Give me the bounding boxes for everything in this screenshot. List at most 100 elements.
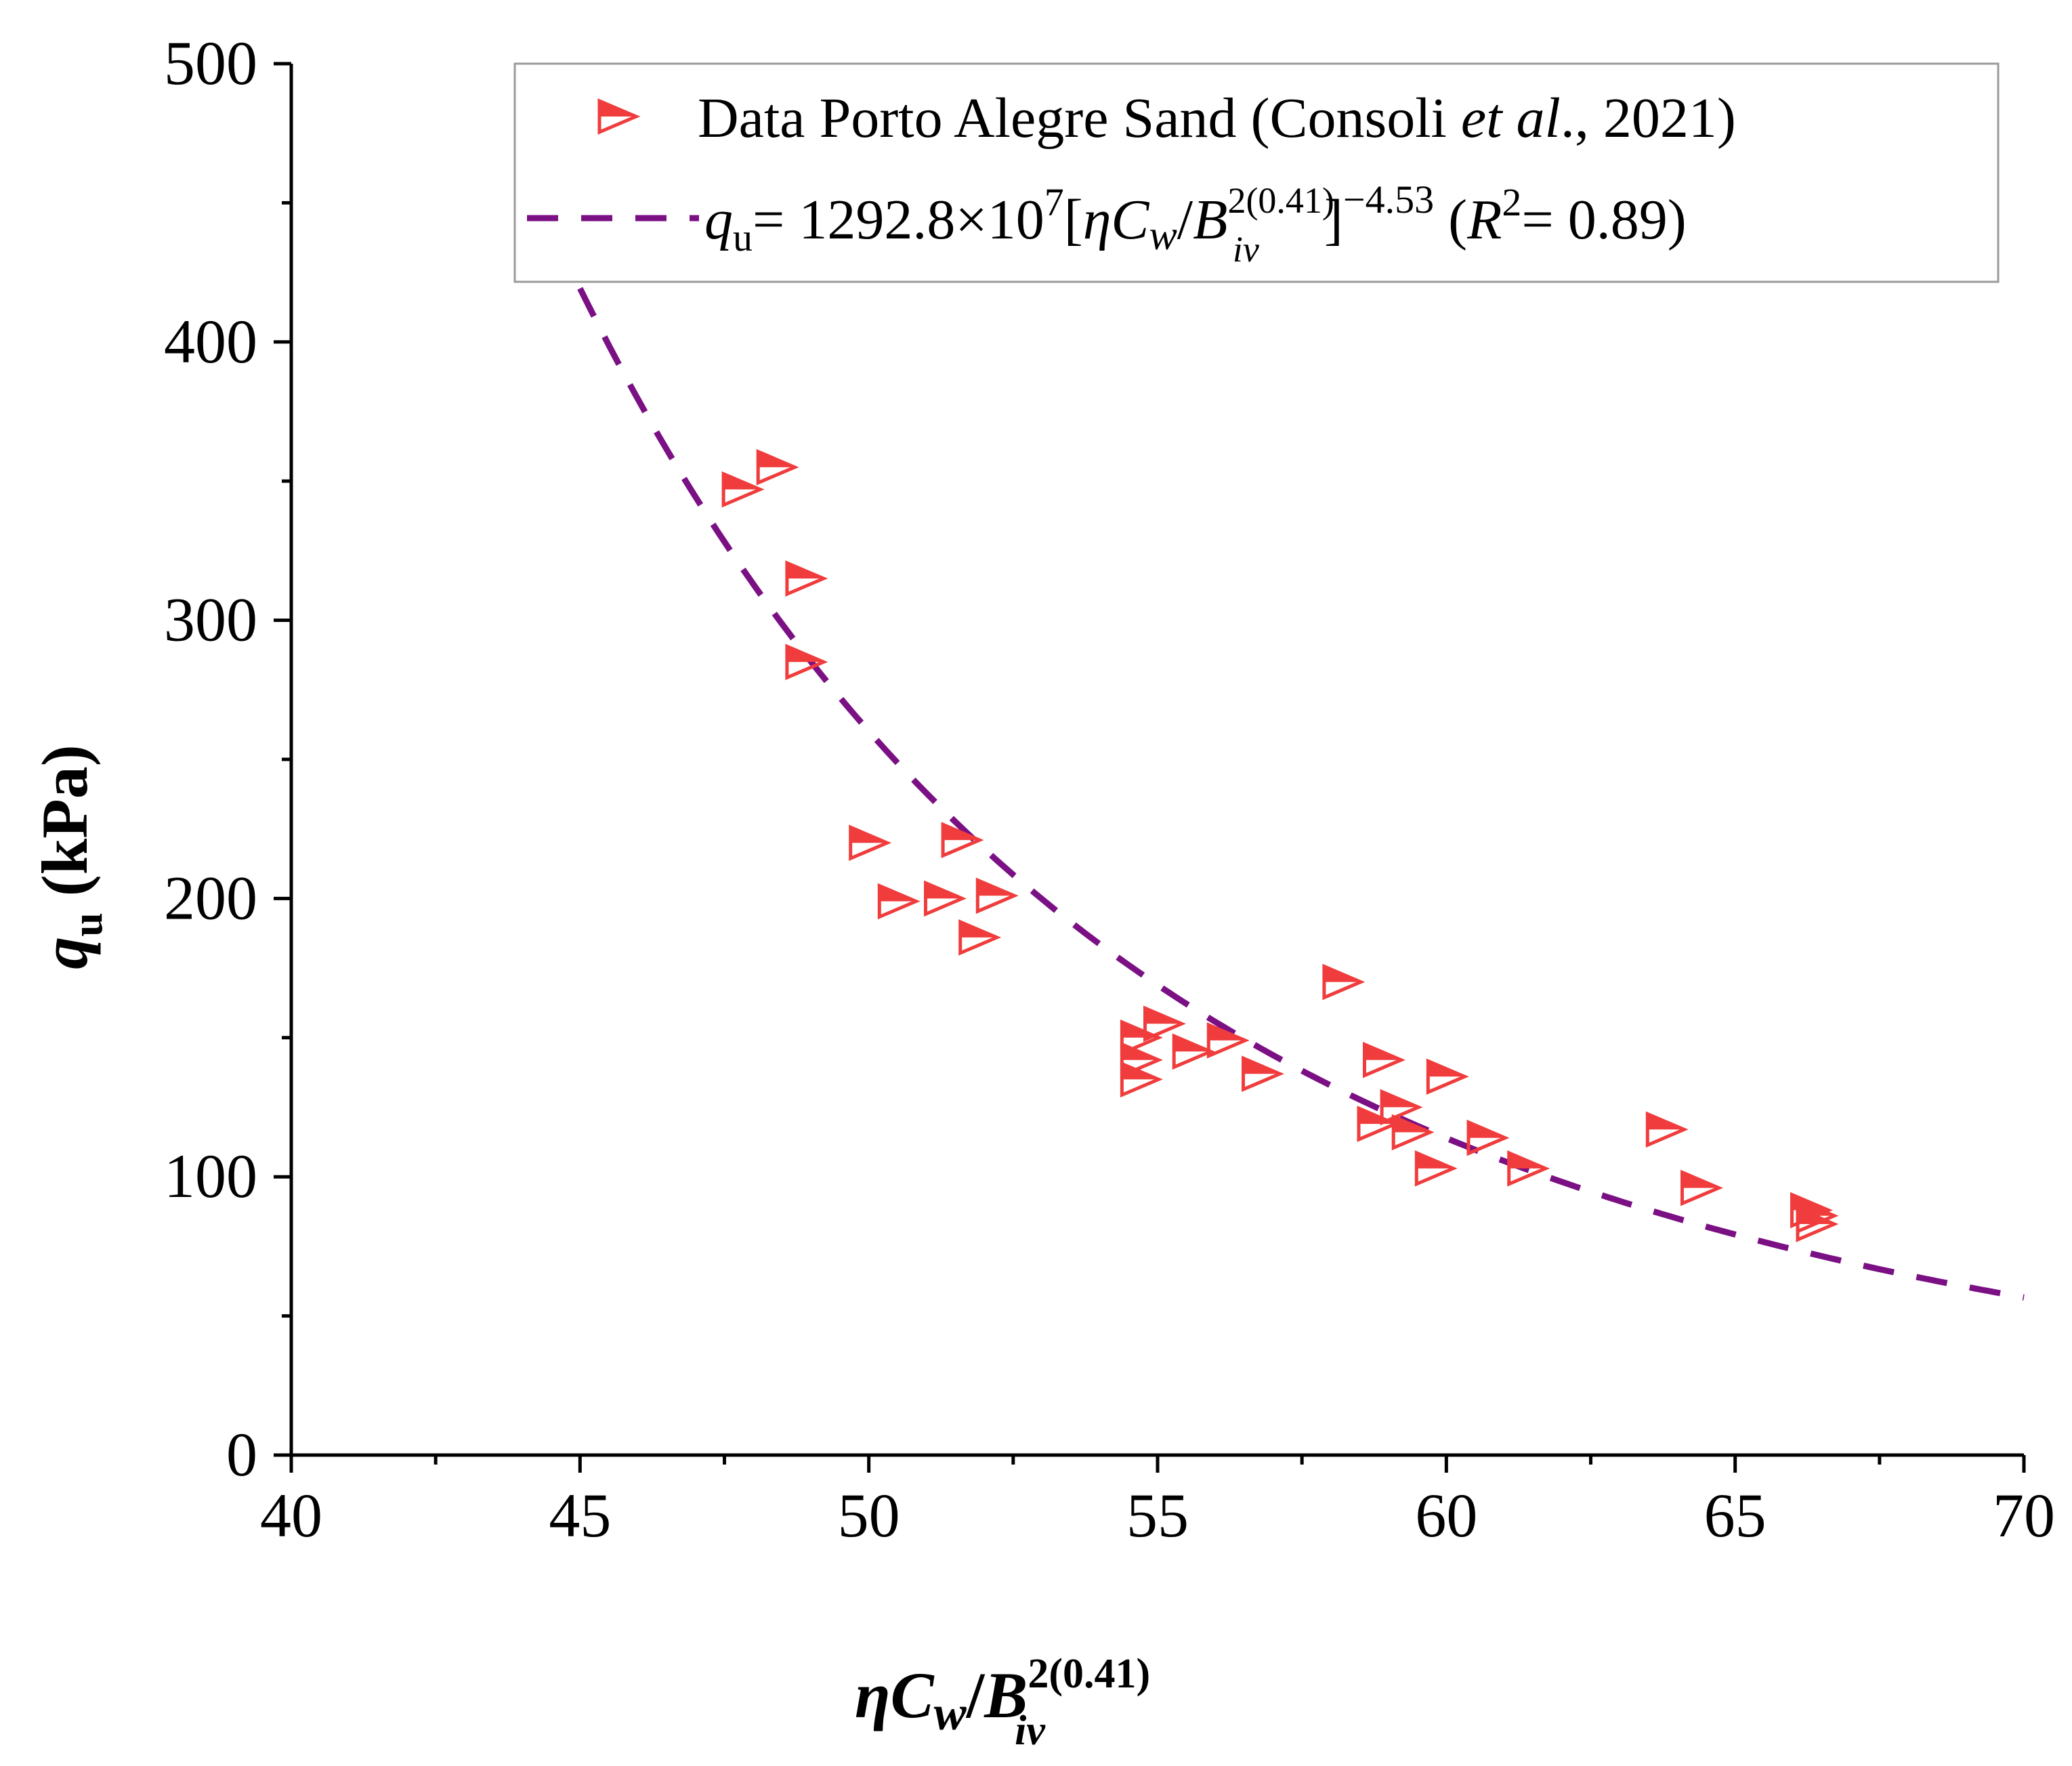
legend-fit-b-sup: 2(0.41) xyxy=(1227,180,1334,221)
legend-fit-eta: η xyxy=(1083,188,1112,251)
data-point xyxy=(1680,1169,1723,1206)
data-point xyxy=(1380,1089,1423,1126)
data-point xyxy=(1322,963,1366,1001)
fit-curve-line xyxy=(577,287,2025,1301)
legend-fit-b-sub: iv xyxy=(1233,229,1259,270)
marker-outline xyxy=(1796,1206,1839,1242)
data-point xyxy=(849,824,892,861)
marker-outline xyxy=(1143,1005,1186,1043)
legend-label-data-main: Data Porto Alegre Sand (Consoli xyxy=(698,87,1461,150)
marker-outline xyxy=(1680,1169,1723,1206)
data-point xyxy=(1414,1150,1458,1187)
legend-box xyxy=(513,62,2000,283)
y-tick-label: 100 xyxy=(164,1141,257,1211)
data-point xyxy=(1242,1055,1284,1092)
marker-outline xyxy=(958,919,1002,956)
legend-label-data-italic: et al xyxy=(1461,87,1561,150)
data-point xyxy=(1120,1019,1163,1056)
data-point xyxy=(1645,1111,1689,1148)
x-tick-label: 65 xyxy=(1704,1481,1767,1550)
legend-fit-power: −4.53 xyxy=(1343,177,1434,222)
data-point xyxy=(1143,1005,1186,1043)
legend: Data Porto Alegre Sand (Consoli et al., … xyxy=(513,62,2000,283)
data-point xyxy=(877,883,921,920)
legend-fit-r-val: = 0.89) xyxy=(1521,188,1686,251)
y-tick-label: 0 xyxy=(226,1420,257,1489)
data-point xyxy=(1507,1150,1550,1187)
data-point xyxy=(1172,1033,1215,1070)
legend-fit-close: ] xyxy=(1324,188,1343,251)
x-axis-title-eta: η xyxy=(855,1659,891,1731)
legend-label-data-tail: ., 2021) xyxy=(1561,87,1736,150)
data-point xyxy=(1120,1041,1163,1078)
data-point xyxy=(756,448,799,486)
fit-curve-group xyxy=(577,287,2025,1301)
marker-outline xyxy=(1426,1058,1469,1095)
data-point xyxy=(785,560,828,597)
marker-outline xyxy=(1414,1150,1458,1187)
legend-fit-b: B xyxy=(1193,188,1227,251)
legend-fit-slash: / xyxy=(1177,188,1193,251)
data-point xyxy=(958,919,1002,956)
data-point xyxy=(785,644,828,680)
x-axis-title-w: w xyxy=(934,1686,967,1740)
data-point xyxy=(1120,1061,1163,1098)
legend-marker-icon xyxy=(597,98,641,135)
data-point xyxy=(1206,1022,1250,1059)
legend-fit-q: q xyxy=(704,188,733,251)
marker-outline xyxy=(1322,963,1366,1001)
legend-entry-data: Data Porto Alegre Sand (Consoli et al., … xyxy=(597,87,1736,150)
marker-outline xyxy=(785,644,828,680)
x-tick-label: 40 xyxy=(260,1481,322,1550)
data-point xyxy=(1363,1041,1405,1078)
legend-fit-w: w xyxy=(1149,213,1177,259)
y-axis-title-sub: u xyxy=(63,912,111,937)
marker-outline xyxy=(1363,1041,1405,1078)
data-point xyxy=(1796,1206,1839,1242)
legend-fit-r: R xyxy=(1466,188,1502,251)
x-tick-label: 45 xyxy=(549,1481,611,1550)
marker-outline xyxy=(1120,1041,1163,1078)
marker-outline xyxy=(756,448,799,486)
marker-outline xyxy=(721,471,765,508)
x-tick-label: 70 xyxy=(1993,1481,2055,1550)
x-axis-title: ηCw/B2(0.41) iv xyxy=(855,1651,1150,1754)
legend-fit-c: C xyxy=(1111,188,1149,251)
marker-outline xyxy=(785,560,828,597)
marker-outline xyxy=(924,880,967,917)
marker-outline xyxy=(1507,1150,1550,1187)
data-point xyxy=(1357,1106,1400,1142)
x-axis-title-c: C xyxy=(891,1659,935,1731)
data-point xyxy=(941,822,984,858)
legend-entry-fit: qu= 1292.8×107[ηCw/B2(0.41) iv]−4.53 (R2=… xyxy=(527,177,1687,270)
x-tick-label: 55 xyxy=(1126,1481,1189,1550)
y-tick-label: 500 xyxy=(164,28,257,98)
y-axis-title: qu (kPa) xyxy=(28,744,111,969)
x-axis-title-b: B xyxy=(984,1659,1028,1731)
legend-marker-outline xyxy=(597,98,641,135)
marker-outline xyxy=(941,822,984,858)
legend-fit-exp7: 7 xyxy=(1044,180,1064,224)
marker-outline xyxy=(1120,1061,1163,1098)
data-point xyxy=(975,877,1019,914)
y-tick-label: 400 xyxy=(164,307,257,376)
marker-outline xyxy=(1380,1089,1423,1126)
marker-outline xyxy=(1206,1022,1250,1059)
marker-outline xyxy=(1645,1111,1689,1148)
legend-fit-eq: = 1292.8×10 xyxy=(753,188,1044,251)
x-tick-label: 50 xyxy=(838,1481,900,1550)
marker-outline xyxy=(975,877,1019,914)
x-axis-title-sup: 2(0.41) xyxy=(1028,1651,1150,1697)
y-axis-title-unit: (kPa) xyxy=(28,744,101,912)
legend-fit-r-sup: 2 xyxy=(1502,180,1521,224)
legend-label-data: Data Porto Alegre Sand (Consoli et al., … xyxy=(698,87,1736,150)
y-axis-title-q: q xyxy=(28,937,101,969)
data-point xyxy=(721,471,765,508)
legend-label-fit: qu= 1292.8×107[ηCw/B2(0.41) iv]−4.53 (R2=… xyxy=(704,177,1687,270)
data-point xyxy=(1466,1119,1510,1156)
marker-outline xyxy=(1391,1114,1435,1151)
marker-outline xyxy=(877,883,921,920)
axes: 40 45 50 55 60 65 70 0 100 200 300 400 500 xyxy=(164,28,2055,1550)
